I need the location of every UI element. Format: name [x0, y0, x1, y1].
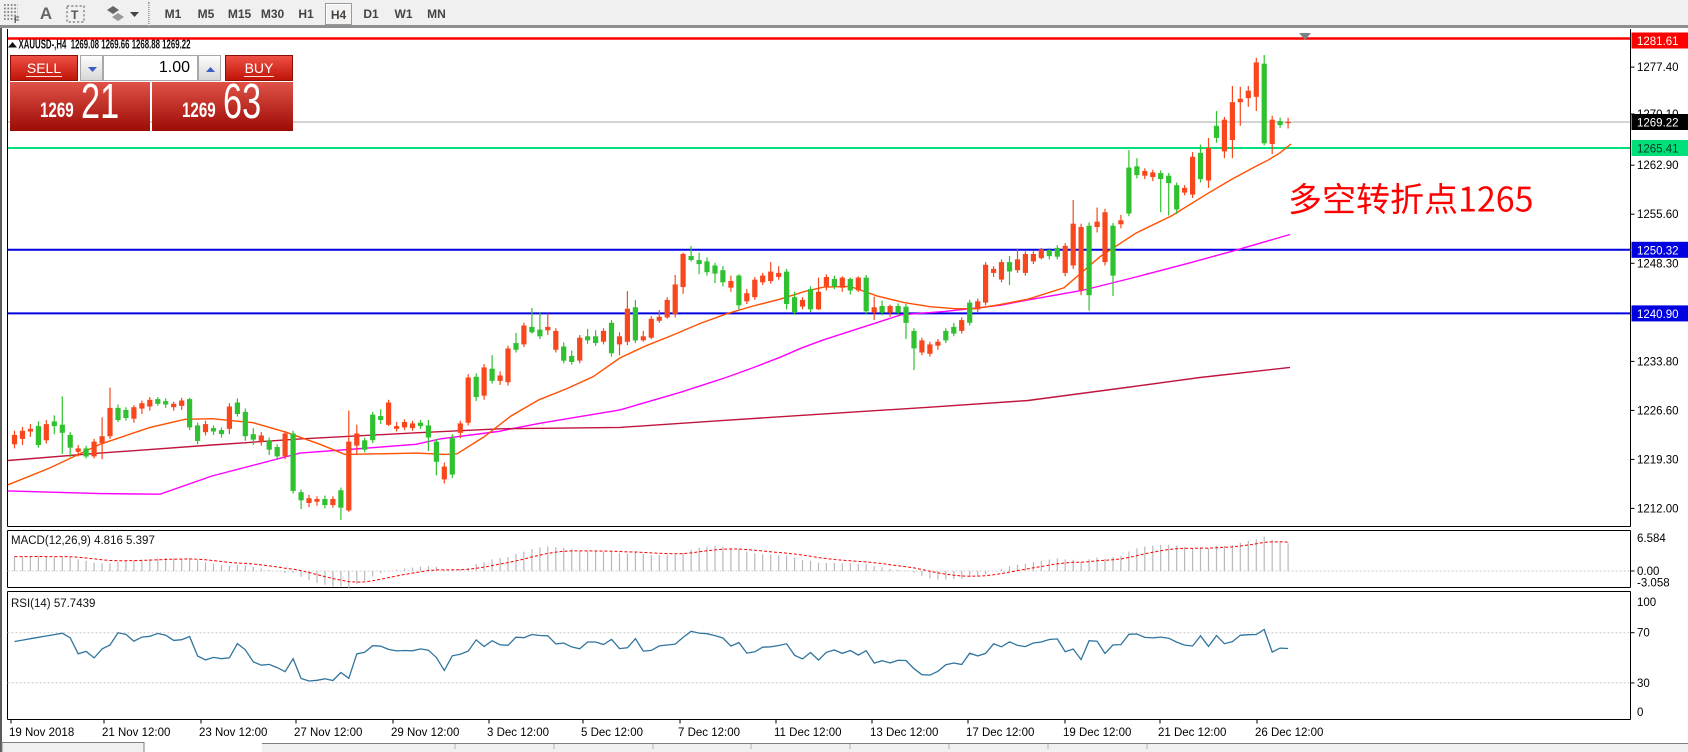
svg-text:13 Dec 12:00: 13 Dec 12:00 — [870, 727, 938, 739]
svg-text:1240.90: 1240.90 — [1637, 309, 1679, 321]
svg-text:1277.40: 1277.40 — [1637, 62, 1679, 74]
svg-text:11 Dec 12:00: 11 Dec 12:00 — [774, 727, 842, 739]
svg-text:19 Dec 12:00: 19 Dec 12:00 — [1063, 727, 1131, 739]
svg-text:19 Nov 2018: 19 Nov 2018 — [9, 727, 74, 739]
svg-text:RSI(14) 57.7439: RSI(14) 57.7439 — [11, 598, 95, 610]
svg-text:1219.30: 1219.30 — [1637, 454, 1679, 466]
svg-text:17 Dec 12:00: 17 Dec 12:00 — [966, 727, 1034, 739]
svg-text:1281.61: 1281.61 — [1637, 36, 1679, 48]
svg-text:1269.22: 1269.22 — [1637, 118, 1679, 130]
svg-text:27 Nov 12:00: 27 Nov 12:00 — [294, 727, 362, 739]
svg-text:T: T — [71, 8, 79, 22]
svg-text:70: 70 — [1637, 628, 1650, 640]
svg-text:26 Dec 12:00: 26 Dec 12:00 — [1255, 727, 1323, 739]
svg-text:1248.30: 1248.30 — [1637, 258, 1679, 270]
svg-text:6.584: 6.584 — [1637, 533, 1666, 545]
svg-text:23 Nov 12:00: 23 Nov 12:00 — [199, 727, 267, 739]
svg-text:0: 0 — [1637, 707, 1643, 719]
svg-text:1265.41: 1265.41 — [1637, 144, 1679, 156]
svg-text:100: 100 — [1637, 597, 1656, 609]
svg-text:29 Nov 12:00: 29 Nov 12:00 — [391, 727, 459, 739]
svg-text:1262.90: 1262.90 — [1637, 160, 1679, 172]
svg-text:-3.058: -3.058 — [1637, 578, 1670, 590]
svg-text:30: 30 — [1637, 678, 1650, 690]
svg-text:1250.32: 1250.32 — [1637, 245, 1679, 257]
svg-text:1233.80: 1233.80 — [1637, 356, 1679, 368]
svg-text:1226.60: 1226.60 — [1637, 405, 1679, 417]
svg-text:1212.00: 1212.00 — [1637, 503, 1679, 515]
svg-text:21 Dec 12:00: 21 Dec 12:00 — [1158, 727, 1226, 739]
svg-text:MACD(12,26,9) 4.816 5.397: MACD(12,26,9) 4.816 5.397 — [11, 535, 155, 547]
svg-text:5 Dec 12:00: 5 Dec 12:00 — [581, 727, 643, 739]
svg-text:3 Dec 12:00: 3 Dec 12:00 — [487, 727, 549, 739]
svg-text:1255.60: 1255.60 — [1637, 209, 1679, 221]
svg-text:F: F — [14, 15, 20, 25]
svg-text:7 Dec 12:00: 7 Dec 12:00 — [678, 727, 740, 739]
svg-text:XAUUSD-,H4 1269.08 1269.66 12: XAUUSD-,H4 1269.08 1269.66 1268.88 1269.… — [19, 38, 191, 52]
svg-text:0.00: 0.00 — [1637, 566, 1659, 578]
svg-text:21 Nov 12:00: 21 Nov 12:00 — [102, 727, 170, 739]
